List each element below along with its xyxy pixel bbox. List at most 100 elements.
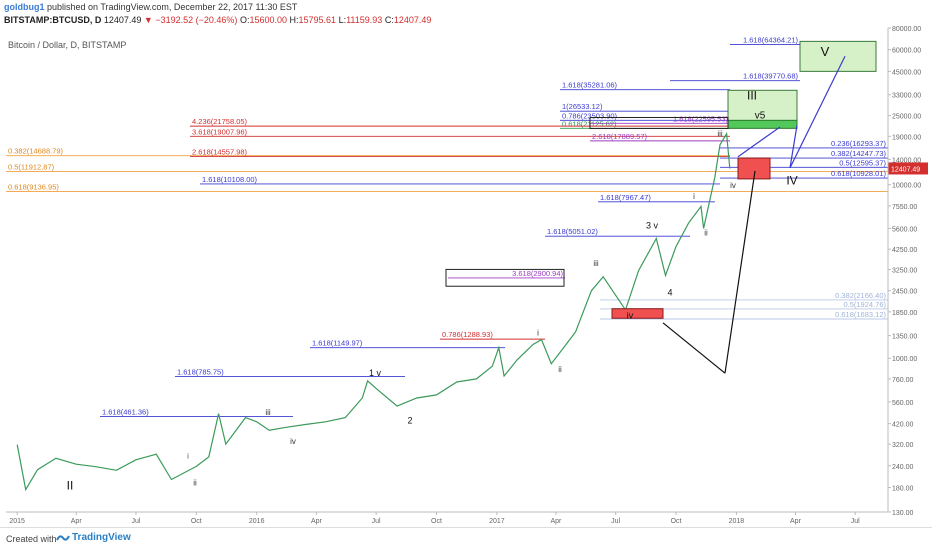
created-with: Created with [6,534,57,544]
x-tick-label: Oct [191,518,202,525]
wave-label: i [693,192,695,201]
x-tick-label: Jul [372,518,381,525]
fib-level-label: 1.618(5051.02) [547,227,598,236]
price-change: −3192.52 (−20.46%) [155,15,238,25]
wave-label: ii [558,365,562,374]
fib-level-label: 0.786(23503.90) [562,111,618,120]
last-price: 12407.49 [103,15,142,25]
fib-level-label: 0.618(9136.95) [8,183,59,192]
y-tick-label: 45000.00 [892,69,921,76]
fib-level-label: 0.618(10928.01) [831,169,887,178]
wave-label: IV [786,174,797,188]
wave-label: II [67,479,74,493]
x-tick-label: 2016 [249,518,265,525]
y-tick-label: 420.00 [892,422,914,429]
y-tick-label: 60000.00 [892,48,921,55]
x-tick-label: Apr [790,518,802,525]
fib-level-label: 1.618(1149.97) [312,339,363,348]
fib-level-label: 0.236(16293.37) [831,139,887,148]
tradingview-brand[interactable]: TradingView [72,532,131,543]
fib-level-label: 1.618(22595.53) [673,114,729,123]
low-value: 11159.93 [346,15,383,25]
x-tick-label: Apr [311,518,323,525]
y-tick-label: 19000.00 [892,134,921,141]
x-tick-label: 2017 [489,518,505,525]
author-name[interactable]: goldbug1 [4,2,45,12]
wave-label: iv [290,437,296,446]
x-tick-label: 2015 [9,518,25,525]
fib-level-label: 0.618(1683.12) [835,310,886,319]
symbol-label: BITSTAMP:BTCUSD, D [4,15,102,25]
wave-label: iii [717,129,723,138]
wave-label: i [187,453,189,460]
pointer-arrow-up [724,170,756,374]
y-tick-label: 240.00 [892,464,914,471]
high-label: H: [289,15,299,25]
projection-arrow-up [737,126,781,158]
y-tick-label: 180.00 [892,485,914,492]
y-tick-label: 320.00 [892,442,914,449]
y-tick-label: 130.00 [892,510,914,517]
y-tick-label: 2450.00 [892,289,917,296]
projection-arrow-down [789,125,798,168]
x-tick-label: Jul [851,518,860,525]
open-label: O: [239,15,250,25]
y-tick-label: 5600.00 [892,226,917,233]
fib-level-label: 0.382(14688.79) [8,147,64,156]
x-tick-label: Oct [431,518,442,525]
fib-level-label: 1.618(7967.47) [600,193,651,202]
last-price-tag [888,162,928,175]
down-arrow-icon: ▼ [143,15,153,25]
fib-level-label: 1.618(39770.68) [743,72,799,81]
wave-label: III [747,88,757,102]
x-tick-label: Oct [671,518,682,525]
y-tick-label: 10000.00 [892,183,921,190]
low-label: L: [338,15,347,25]
fib-level-label: 4.236(21758.05) [192,117,248,126]
chart-title: Bitcoin / Dollar, D, BITSTAMP [8,40,126,50]
y-tick-label: 33000.00 [892,93,921,100]
wave-label: v5 [755,111,766,122]
wave-label: 3 v [646,220,659,230]
wave-label: iii [593,259,599,268]
red-zone-box-iv [611,308,664,319]
x-tick-label: Jul [611,518,620,525]
fib-level-label: 2.618(17889.57) [592,132,648,141]
wave-label: ii [193,478,197,487]
wave-label: 2 [407,416,412,426]
fib-level-label: 3.618(19007.96) [192,127,248,136]
x-tick-label: Apr [71,518,83,525]
wave-label: ii [704,228,708,237]
fib-level-label: 1.618(10108.00) [202,175,258,184]
projection-arrow-V [789,55,846,169]
x-tick-label: Jul [131,518,140,525]
target-box-V [799,40,877,72]
wave-label: i [537,329,539,338]
wave-label: iii [265,408,271,417]
wave-label: iv [627,310,634,320]
fib-level-label: 0.786(1288.93) [442,330,493,339]
last-price-tag-label: 12407.49 [891,166,920,173]
price-chart[interactable]: Bitcoin / Dollar, D, BITSTAMP 1.618(6436… [0,0,932,528]
fib-level-label: 1.618(35281.06) [562,81,618,90]
fib-level-label: 0.5(1924.76) [843,300,886,309]
fib-level-label: 2.618(14557.98) [192,147,248,156]
footer: Created with TradingView [0,527,932,550]
y-tick-label: 14000.00 [892,157,921,164]
pointer-arrow-left [662,322,726,374]
wave-label: 1 v [369,368,382,378]
fib-level-label: 0.5(11912.87) [8,163,55,172]
y-tick-label: 760.00 [892,377,914,384]
black-box-target [589,116,729,129]
x-tick-label: Apr [550,518,562,525]
publish-info: published on TradingView.com, December 2… [47,2,298,12]
y-tick-label: 560.00 [892,400,914,407]
tradingview-logo-icon[interactable] [56,531,70,545]
y-tick-label: 4250.00 [892,247,917,254]
y-tick-label: 80000.00 [892,26,921,33]
open-value: 15600.00 [249,15,287,25]
y-tick-label: 1850.00 [892,310,917,317]
ohlc-header: BITSTAMP:BTCUSD, D 12407.49 ▼ −3192.52 (… [4,15,431,25]
y-tick-label: 3250.00 [892,267,917,274]
